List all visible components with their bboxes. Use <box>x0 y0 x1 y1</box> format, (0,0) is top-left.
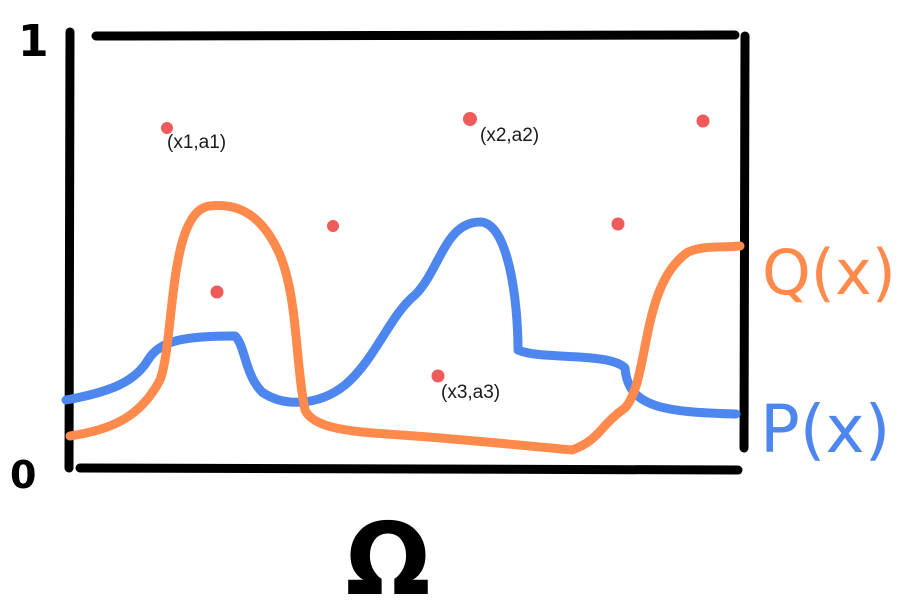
sample-point-3 <box>696 114 710 128</box>
q-curve-label: Q(x) <box>762 236 896 309</box>
y-axis-bottom-label: 0 <box>10 453 36 497</box>
sample-point-4 <box>327 220 339 232</box>
frame-right <box>739 31 750 453</box>
sample-point-7 <box>431 369 445 383</box>
sample-point-1 <box>161 122 173 134</box>
sample-point-5 <box>611 217 625 231</box>
y-axis-top-label: 1 <box>18 16 49 67</box>
q-curve <box>65 201 745 455</box>
frame-top <box>91 30 740 41</box>
sample-point-6 <box>210 285 224 299</box>
sample-points <box>161 112 710 383</box>
p-curve <box>61 217 741 419</box>
point-label-x3a3: (x3,a3) <box>441 382 500 403</box>
point-label-x1a1: (x1,a1) <box>167 132 226 153</box>
x-axis-label: Ω <box>345 501 430 605</box>
p-curve-label: P(x) <box>760 391 890 468</box>
frame-bottom <box>75 463 743 475</box>
sample-point-2 <box>463 112 477 126</box>
point-label-x2a2: (x2,a2) <box>480 125 539 146</box>
